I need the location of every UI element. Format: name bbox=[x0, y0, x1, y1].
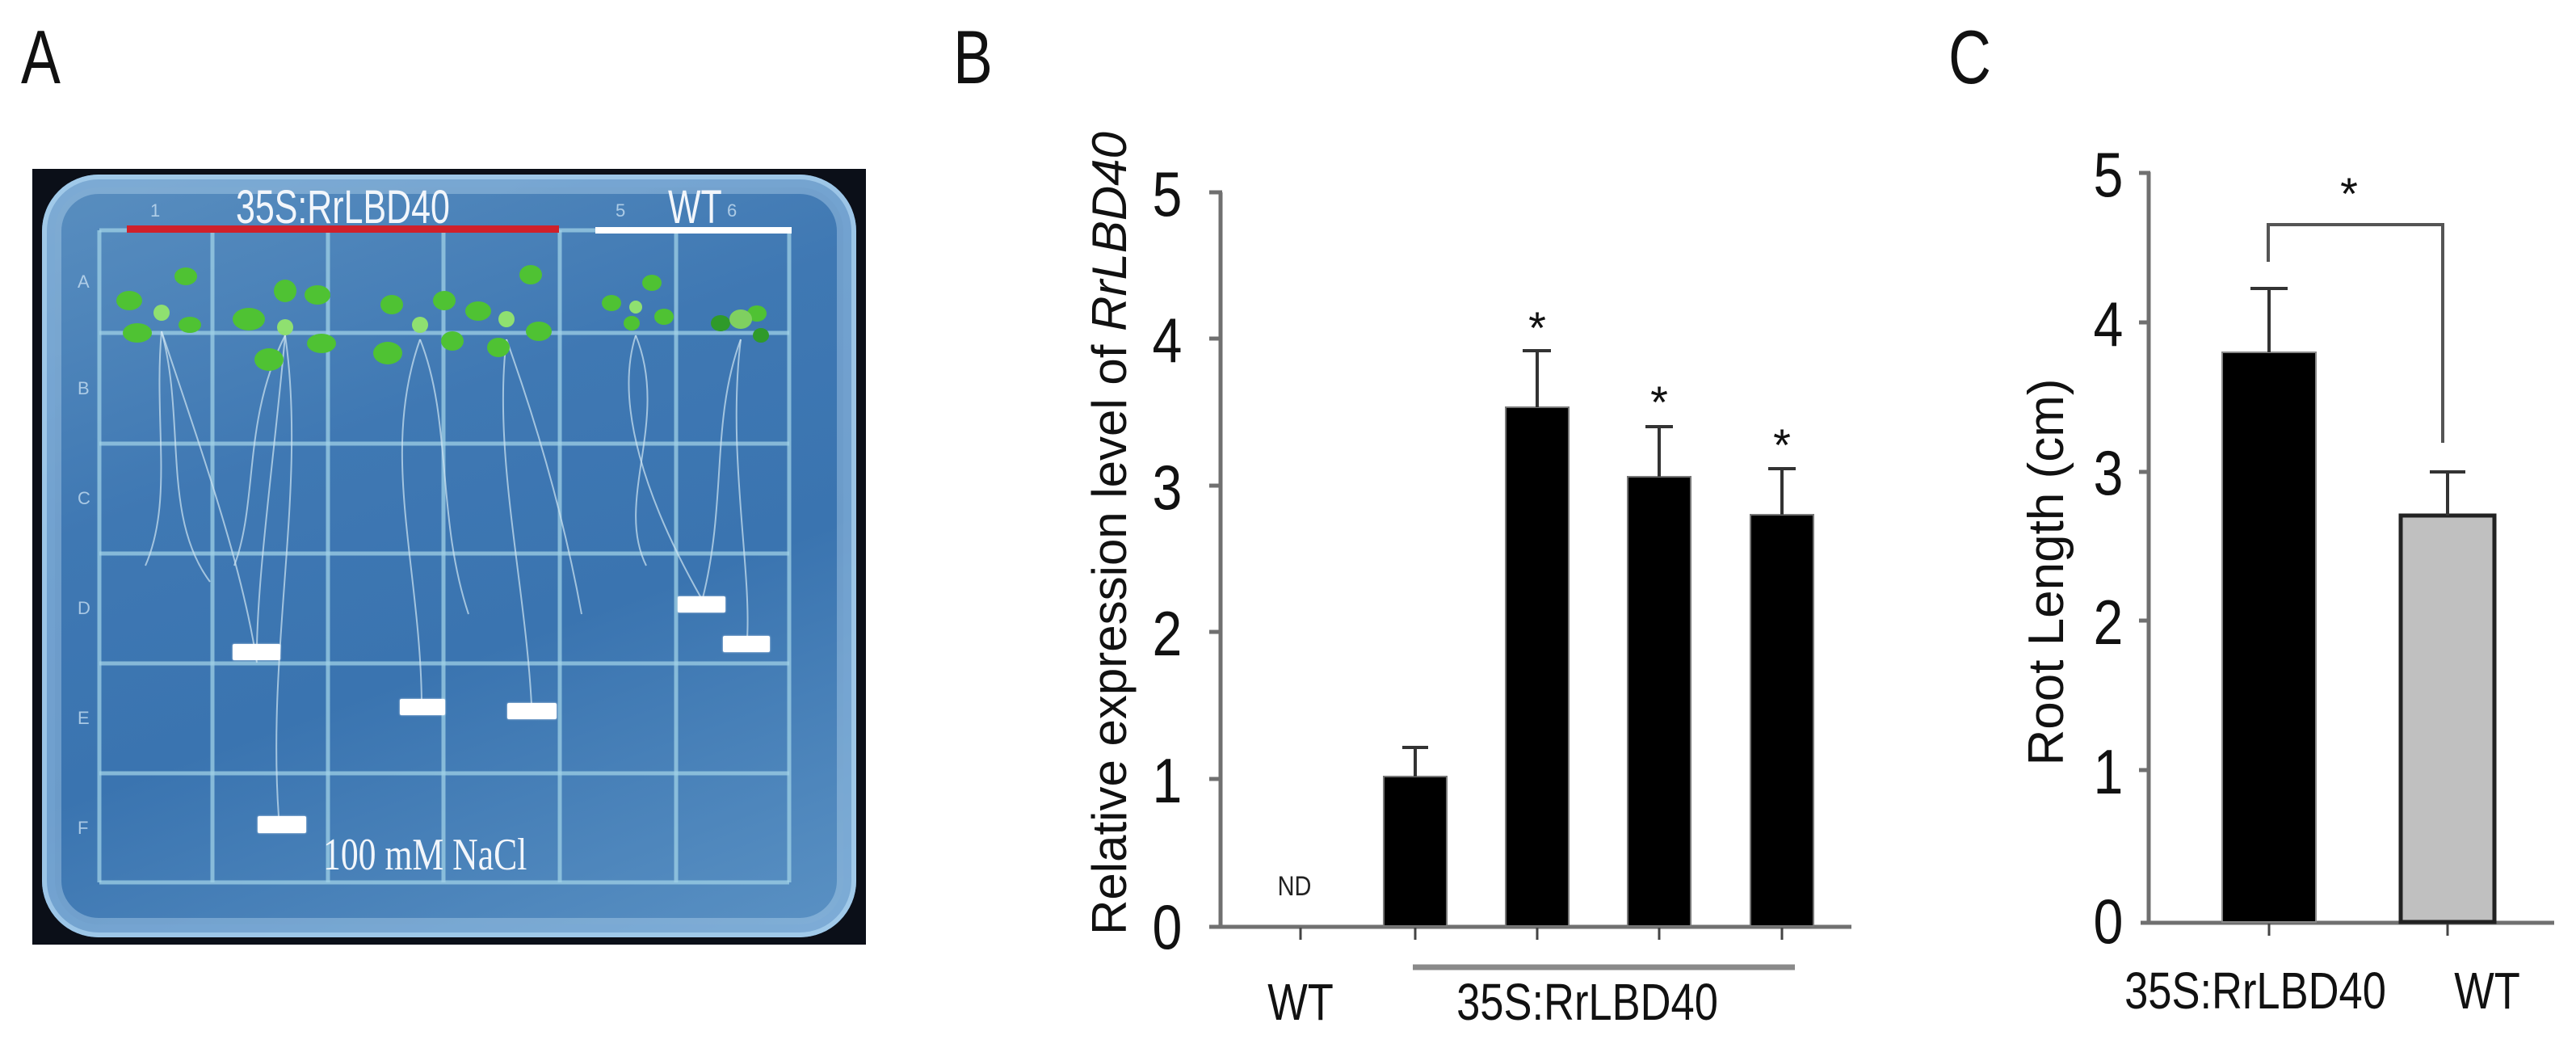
root-tip-marker bbox=[258, 816, 306, 833]
plate-column-number: 6 bbox=[727, 200, 738, 221]
y-tick-label: 3 bbox=[2093, 437, 2124, 508]
plate-row-letter: E bbox=[78, 708, 90, 728]
x-category-wt: WT bbox=[2454, 962, 2520, 1020]
bar-wt bbox=[2398, 513, 2497, 924]
root-tip-marker bbox=[678, 596, 725, 613]
plate-row-letter: A bbox=[78, 272, 90, 292]
x-category-transgenic: 35S:RrLBD40 bbox=[1456, 973, 1718, 1031]
plate-column-number: 5 bbox=[616, 200, 626, 221]
y-tick-label: 0 bbox=[2093, 886, 2124, 957]
y-tick-label: 1 bbox=[2093, 736, 2124, 807]
plate-row-letter: D bbox=[78, 598, 90, 618]
plate-genotype-label: 35S:RrLBD40 bbox=[236, 181, 450, 234]
significance-star: * bbox=[1650, 377, 1668, 427]
panel-label-b: B bbox=[953, 15, 993, 99]
significance-star: * bbox=[2340, 168, 2358, 219]
plate-row-letter: C bbox=[78, 488, 90, 508]
y-tick-label: 2 bbox=[1152, 598, 1183, 669]
y-tick-label: 4 bbox=[2093, 288, 2124, 360]
roots bbox=[145, 330, 749, 817]
error-bars bbox=[1402, 349, 1796, 777]
error-bars bbox=[2250, 287, 2465, 516]
y-tick-label: 4 bbox=[1152, 305, 1183, 376]
bar-transgenic bbox=[2221, 352, 2317, 923]
seedlings bbox=[116, 265, 769, 371]
significance-star: * bbox=[1528, 302, 1546, 353]
y-tick-label: 5 bbox=[2093, 139, 2124, 210]
plate-row-letter: F bbox=[78, 818, 89, 838]
plate-column-number: 1 bbox=[150, 200, 161, 221]
genotype-group-bar bbox=[127, 225, 559, 233]
significance-star: * bbox=[1773, 419, 1791, 470]
x-ticks bbox=[2267, 924, 2449, 936]
panel-label-a: A bbox=[21, 15, 61, 99]
x-category-transgenic: 35S:RrLBD40 bbox=[2124, 962, 2386, 1020]
x-ticks bbox=[1299, 928, 1784, 940]
bars bbox=[1383, 406, 1814, 927]
y-tick-label: 2 bbox=[2093, 587, 2124, 658]
plate-row-letter: B bbox=[78, 378, 90, 398]
y-tick-label: 3 bbox=[1152, 452, 1183, 523]
root-tip-marker bbox=[400, 699, 445, 715]
y-tick-label: 5 bbox=[1152, 158, 1183, 229]
bar-line-2 bbox=[1505, 406, 1570, 927]
not-detected-label: ND bbox=[1277, 871, 1312, 902]
root-tip-marker bbox=[723, 636, 770, 652]
panel-label-c: C bbox=[1948, 15, 1991, 99]
wt-group-bar bbox=[595, 227, 792, 234]
y-tick-label: 1 bbox=[1152, 745, 1183, 816]
plate-wt-label: WT bbox=[668, 181, 722, 234]
root-tip-marker bbox=[233, 644, 280, 660]
plate-condition-label: 100 mM NaCl bbox=[323, 830, 527, 880]
bar-line-4 bbox=[1750, 514, 1814, 927]
root-tip-marker bbox=[507, 703, 557, 719]
significance-bracket bbox=[2267, 223, 2444, 443]
y-tick-label: 0 bbox=[1152, 891, 1183, 962]
bar-line-3 bbox=[1627, 476, 1691, 927]
x-category-wt: WT bbox=[1267, 973, 1334, 1031]
